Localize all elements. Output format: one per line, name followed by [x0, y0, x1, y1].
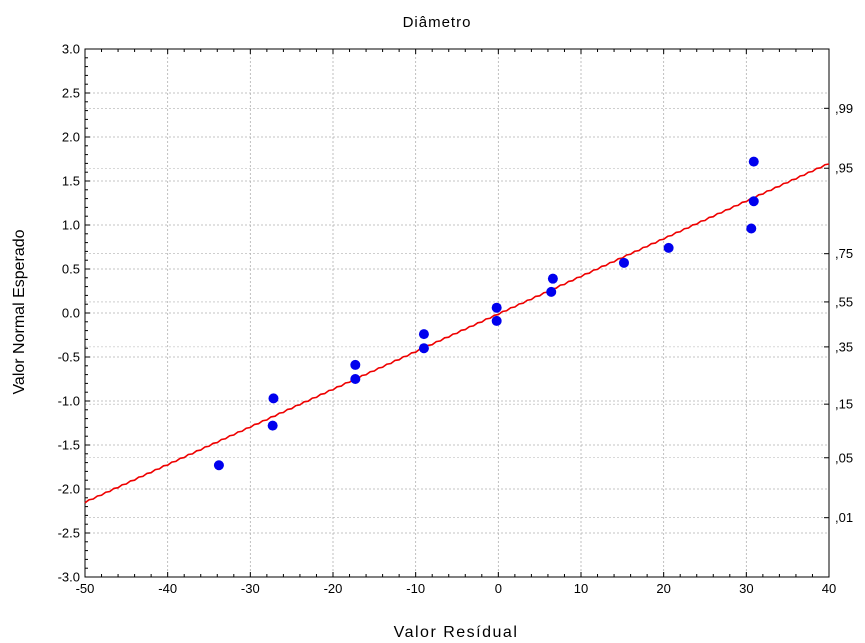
data-point — [748, 156, 759, 167]
x-tick-label: 0 — [495, 581, 502, 596]
data-point — [618, 257, 629, 268]
y-tick-label: 2.0 — [62, 130, 80, 145]
y-tick-label: 3.0 — [62, 42, 80, 57]
x-tick-label: -40 — [158, 581, 177, 596]
y-tick-label: 2.5 — [62, 86, 80, 101]
data-point — [350, 374, 361, 384]
y-tick-label: 0.0 — [62, 306, 80, 321]
y-tick-label: -2.0 — [58, 482, 80, 497]
x-tick-label: -10 — [406, 581, 425, 596]
y-tick-label: -1.5 — [58, 438, 80, 453]
y-tick-labels: -3.0 -2.5 -2.0 -1.5 -1.0 -0.5 0.0 0.5 1.0 1.5 2.0 2… — [58, 42, 80, 585]
data-point — [663, 242, 674, 253]
data-point — [748, 196, 759, 207]
ticks — [84, 48, 830, 578]
right-tick-label: ,55 — [835, 294, 853, 309]
y-tick-label: -3.0 — [58, 570, 80, 585]
y-tick-label: 1.5 — [62, 174, 80, 189]
data-point — [491, 315, 502, 326]
data-point — [746, 223, 757, 234]
data-point — [491, 302, 502, 313]
right-tick-label: ,99 — [835, 101, 853, 116]
y-tick-label: 1.0 — [62, 218, 80, 233]
right-tick-label: ,75 — [835, 246, 853, 261]
y-tick-label: -2.5 — [58, 526, 80, 541]
data-points — [213, 156, 759, 471]
y-tick-label: 0.5 — [62, 262, 80, 277]
y-tick-label: -1.0 — [58, 394, 80, 409]
data-point — [268, 393, 279, 404]
y-tick-label: -0.5 — [58, 350, 80, 365]
x-tick-labels: -50 -40 -30 -20 -10 0 10 20 30 40 — [76, 581, 837, 596]
data-point — [546, 286, 557, 297]
x-tick-label: 40 — [822, 581, 836, 596]
x-tick-label: 10 — [574, 581, 588, 596]
data-point — [267, 420, 278, 431]
data-point — [418, 329, 429, 340]
data-point — [350, 359, 361, 370]
right-tick-labels: ,01 ,05 ,15 ,35 ,55 ,75 ,95 ,99 — [835, 101, 853, 525]
chart-title: Diâmetro — [403, 14, 472, 31]
right-tick-label: ,05 — [835, 450, 853, 465]
x-tick-label: 30 — [739, 581, 753, 596]
right-tick-label: ,95 — [835, 161, 853, 176]
right-tick-label: ,35 — [835, 339, 853, 354]
x-tick-label: 20 — [656, 581, 670, 596]
data-point — [547, 273, 558, 284]
x-tick-label: -50 — [76, 581, 95, 596]
x-tick-label: -30 — [241, 581, 260, 596]
data-point — [213, 460, 224, 471]
right-tick-label: ,01 — [835, 510, 853, 525]
data-point — [418, 343, 429, 354]
x-tick-label: -20 — [324, 581, 343, 596]
y-axis-label: Valor Normal Esperado — [11, 229, 28, 394]
grid — [85, 49, 829, 577]
right-tick-label: ,15 — [835, 397, 853, 412]
fit-line — [84, 163, 830, 504]
x-axis-label: Valor Resídual — [394, 624, 519, 641]
